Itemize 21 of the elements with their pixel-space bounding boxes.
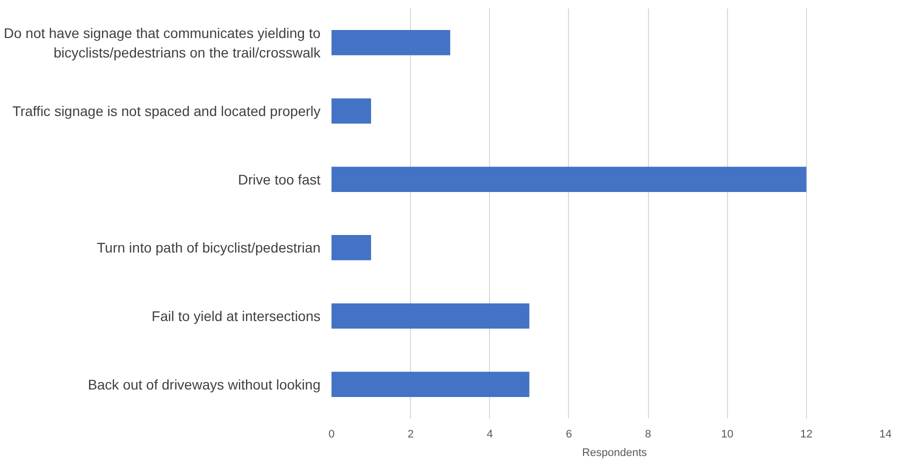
x-tick-label: 8 — [645, 428, 652, 440]
y-tick-label: Traffic signage is not spaced and located properly — [12, 103, 321, 119]
x-tick-label: 10 — [721, 428, 734, 440]
x-tick-label: 4 — [486, 428, 493, 440]
bar — [332, 235, 372, 260]
bar — [332, 303, 530, 329]
x-tick-label: 14 — [879, 428, 892, 440]
x-tick-label: 6 — [566, 428, 572, 440]
y-tick-label: Turn into path of bicyclist/pedestrian — [96, 240, 321, 256]
y-tick-label: Do not have signage that communicates yielding to bicyclists/pedestrians on the trail/crosswalk — [4, 25, 322, 60]
bar — [332, 166, 806, 192]
y-tick-label: Fail to yield at intersections — [152, 308, 321, 324]
bar — [332, 98, 372, 124]
y-tick-label: Back out of driveways without looking — [88, 376, 321, 392]
bar — [332, 30, 450, 56]
x-tick-label: 2 — [408, 428, 414, 440]
x-tick-label: 12 — [800, 428, 812, 440]
bar — [332, 372, 530, 397]
text: Respondents — [582, 447, 647, 459]
y-tick-label: Drive too fast — [238, 171, 321, 188]
x-tick-label: 0 — [328, 428, 335, 440]
